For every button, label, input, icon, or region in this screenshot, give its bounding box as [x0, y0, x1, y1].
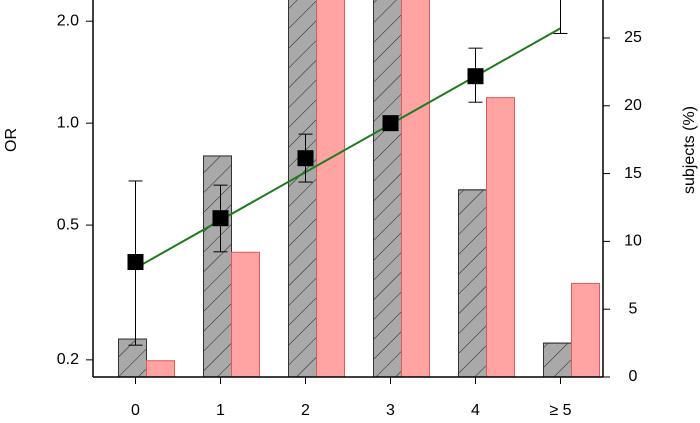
x-tick-label: ≥ 5 — [549, 402, 571, 419]
y2-tick-label: 10 — [624, 233, 642, 250]
y2-tick-label: 15 — [624, 165, 642, 182]
plot-area — [118, 0, 600, 377]
y2-tick-label: 25 — [624, 29, 642, 46]
trend-line — [135, 27, 561, 270]
y-tick-label: 0.2 — [57, 351, 79, 368]
point — [127, 254, 144, 271]
bar — [571, 282, 600, 377]
x-tick-label: 1 — [216, 402, 225, 419]
bar — [401, 0, 430, 377]
bar — [316, 0, 345, 377]
x-tick-label: 0 — [131, 402, 140, 419]
bar-hatch — [373, 0, 402, 377]
bar — [486, 97, 515, 377]
bar-hatch — [543, 342, 572, 377]
bar-hatch — [203, 155, 232, 377]
point — [467, 68, 484, 85]
y2-tick-label: 0 — [629, 368, 638, 385]
y2-tick-label: 20 — [624, 97, 642, 114]
point — [297, 150, 314, 167]
y-tick-label: 2.0 — [57, 12, 79, 29]
point — [382, 115, 399, 132]
y-axis-label: OR — [3, 128, 20, 152]
point — [212, 210, 229, 227]
y-tick-label: 0.5 — [57, 216, 79, 233]
y2-axis-label: subjects (%) — [681, 106, 698, 194]
x-tick-label: 2 — [301, 402, 310, 419]
bar-hatch — [288, 0, 317, 377]
bar — [231, 251, 260, 377]
bar — [146, 360, 175, 377]
bar-hatch — [458, 189, 487, 377]
y2-tick-label: 5 — [629, 300, 638, 317]
x-tick-label: 3 — [386, 402, 395, 419]
x-tick-label: 4 — [471, 402, 480, 419]
y-tick-label: 1.0 — [57, 114, 79, 131]
